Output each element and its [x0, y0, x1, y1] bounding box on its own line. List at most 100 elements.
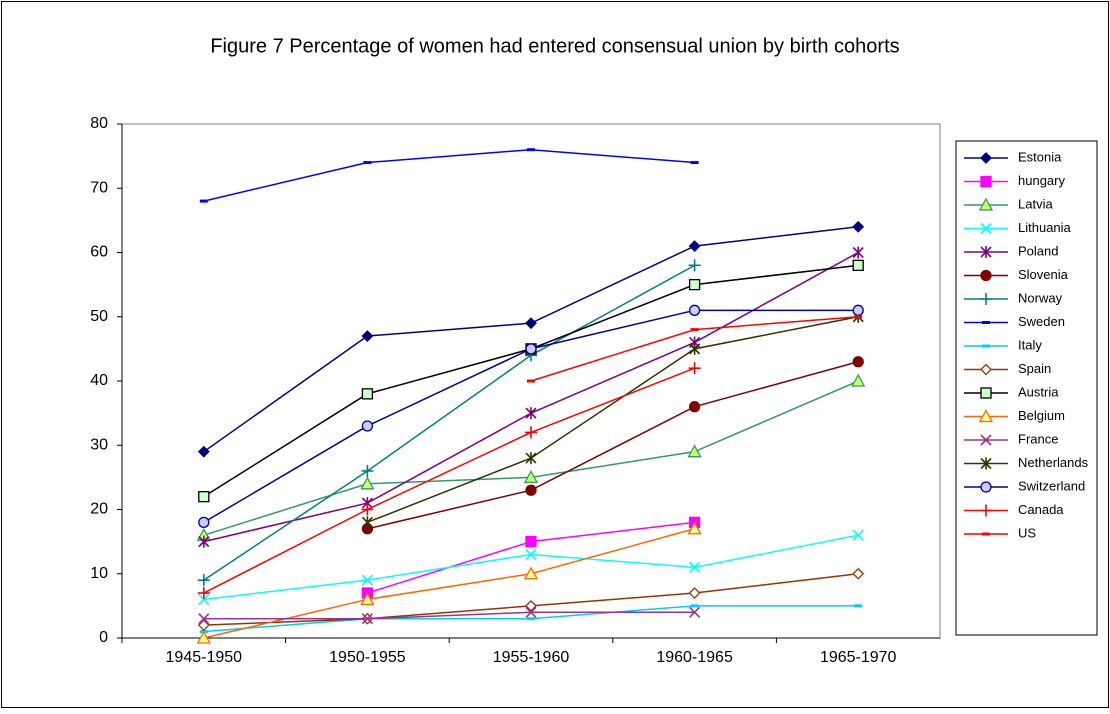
marker [361, 388, 374, 400]
marker [852, 220, 865, 233]
marker [363, 161, 372, 165]
marker [525, 317, 537, 330]
marker [854, 604, 863, 608]
x-tick-label: 1965-1970 [820, 649, 897, 666]
marker [689, 342, 701, 355]
marker [525, 407, 537, 420]
marker [198, 490, 210, 503]
legend-marker [982, 532, 990, 536]
legend-label: Netherlands [1018, 455, 1089, 470]
marker [688, 304, 701, 316]
marker [197, 574, 210, 587]
legend-label: Spain [1018, 361, 1051, 376]
marker [197, 587, 210, 600]
marker [527, 379, 535, 383]
marker [525, 484, 537, 496]
legend-label: Austria [1018, 384, 1059, 399]
marker [852, 529, 864, 541]
marker [852, 304, 864, 316]
legend-marker [980, 363, 992, 376]
legend-marker [980, 152, 992, 164]
legend-label: Poland [1018, 243, 1058, 258]
marker [851, 373, 866, 387]
marker [525, 535, 537, 548]
legend-marker [980, 269, 992, 282]
marker [852, 567, 865, 580]
legend-marker [980, 293, 992, 305]
marker [687, 521, 702, 535]
marker [527, 148, 535, 152]
y-tick-label: 20 [90, 501, 108, 518]
marker [197, 445, 210, 458]
y-tick-label: 80 [90, 115, 108, 132]
legend-label: Norway [1018, 290, 1063, 305]
marker [527, 617, 535, 621]
marker [688, 278, 701, 291]
marker [360, 592, 375, 606]
legend-marker [978, 197, 994, 211]
marker [523, 566, 539, 580]
legend-label: Lithuania [1018, 220, 1072, 235]
legend-label: France [1018, 431, 1058, 446]
marker [198, 535, 210, 548]
marker [525, 606, 537, 618]
marker [361, 613, 373, 625]
series-line [203, 264, 695, 581]
marker [852, 246, 864, 259]
x-tick-label: 1950-1955 [329, 649, 406, 666]
marker [361, 574, 373, 586]
legend-label: Switzerland [1018, 478, 1085, 493]
marker [196, 630, 211, 644]
legend-marker [982, 344, 990, 348]
legend-box [955, 140, 1098, 636]
legend-label: Canada [1018, 502, 1064, 517]
marker [197, 619, 210, 632]
legend: Estonia hungary Latvia Lithuania Poland Slove… [964, 149, 1089, 540]
marker [688, 362, 701, 375]
marker [687, 444, 702, 458]
marker [690, 604, 699, 608]
legend-label: Sweden [1018, 314, 1065, 329]
legend-marker [980, 434, 992, 446]
x-tick-label: 1955-1960 [493, 649, 570, 666]
series-line [203, 148, 695, 202]
y-tick-label: 70 [90, 179, 108, 196]
series-line [367, 361, 859, 530]
legend-marker [982, 321, 990, 324]
y-tick-label: 40 [90, 372, 108, 389]
y-tick-label: 0 [99, 629, 108, 646]
marker [688, 401, 701, 413]
legend-marker [980, 246, 992, 258]
x-tick-label: 1960-1965 [656, 649, 733, 666]
legend-label: Latvia [1018, 196, 1053, 211]
legend-label: US [1018, 525, 1036, 540]
legend-marker [980, 175, 992, 188]
legend-label: Belgium [1018, 408, 1065, 423]
marker [525, 452, 537, 465]
marker [361, 420, 374, 432]
chart-title: Figure 7 Percentage of women had entered… [210, 35, 899, 57]
y-tick-label: 50 [90, 308, 108, 325]
legend-marker [980, 504, 992, 517]
marker [690, 328, 699, 332]
marker [688, 587, 701, 599]
marker [525, 599, 537, 612]
legend-marker [980, 387, 992, 399]
x-tick-label: 1945-1950 [166, 649, 243, 666]
legend-marker [980, 222, 992, 235]
legend-label: Italy [1018, 337, 1042, 352]
series-line [203, 367, 695, 594]
marker [852, 356, 864, 368]
marker [361, 516, 373, 529]
marker [689, 606, 701, 618]
marker [198, 516, 210, 528]
series-line [203, 611, 695, 620]
marker [198, 593, 210, 606]
marker [689, 561, 701, 573]
marker [361, 503, 374, 516]
marker [854, 315, 863, 319]
marker [852, 259, 864, 272]
marker [361, 330, 374, 342]
